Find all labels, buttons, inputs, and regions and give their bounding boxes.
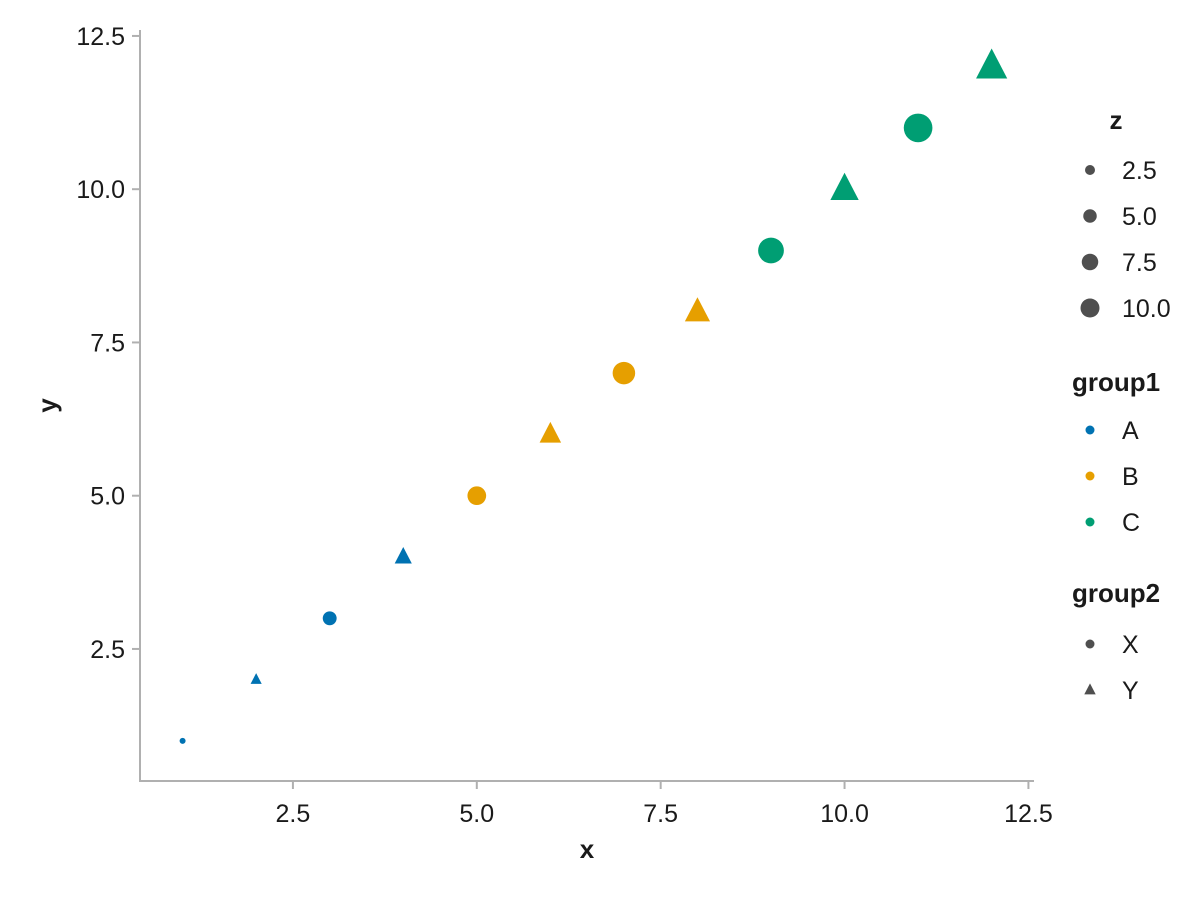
data-point: [250, 673, 262, 684]
legend-size-marker-icon: [1081, 253, 1099, 271]
data-point: [394, 547, 412, 564]
legend-title-group2: group2: [1072, 578, 1160, 608]
legend-color-marker-icon: [1085, 471, 1095, 481]
legend-title-group1: group1: [1072, 367, 1160, 397]
data-point: [612, 361, 636, 385]
legend-size-label: 10.0: [1122, 295, 1171, 323]
legend-size-marker-icon: [1085, 165, 1095, 175]
legend-shape-label: X: [1122, 631, 1139, 659]
data-point: [903, 113, 933, 143]
data-point: [467, 486, 487, 506]
legend-color-marker-icon: [1085, 517, 1095, 527]
legend-title-z: z: [1110, 105, 1123, 135]
legend-color-marker-icon: [1085, 425, 1095, 435]
y-tick-label: 2.5: [90, 636, 125, 664]
legend-shape-label: Y: [1122, 677, 1139, 705]
legend-size-label: 5.0: [1122, 203, 1157, 231]
x-tick-label: 5.0: [459, 800, 494, 828]
data-point: [684, 297, 711, 322]
legend-color-label: A: [1122, 417, 1139, 445]
legend-color-label: B: [1122, 463, 1139, 491]
y-axis-label: y: [32, 398, 62, 413]
data-point: [758, 237, 784, 264]
legend-size-marker-icon: [1080, 298, 1100, 318]
data-point: [830, 172, 859, 200]
y-tick-label: 10.0: [76, 176, 125, 204]
legend-size-marker-icon: [1083, 209, 1097, 223]
legend-shape-marker-icon: [1084, 683, 1096, 695]
x-tick-label: 12.5: [1004, 800, 1053, 828]
x-tick-label: 2.5: [276, 800, 311, 828]
legend-size-label: 7.5: [1122, 249, 1157, 277]
legend-color-label: C: [1122, 509, 1140, 537]
x-tick-label: 7.5: [643, 800, 678, 828]
legend-shape-marker-icon: [1085, 639, 1095, 649]
y-tick-label: 7.5: [90, 329, 125, 357]
data-point: [179, 737, 186, 744]
x-tick-label: 10.0: [820, 800, 869, 828]
legend-size-label: 2.5: [1122, 157, 1157, 185]
y-tick-label: 12.5: [76, 23, 125, 51]
data-point: [976, 48, 1008, 79]
data-point: [539, 421, 562, 443]
y-tick-label: 5.0: [90, 483, 125, 511]
x-axis-label: x: [580, 834, 595, 864]
data-point: [322, 611, 337, 626]
